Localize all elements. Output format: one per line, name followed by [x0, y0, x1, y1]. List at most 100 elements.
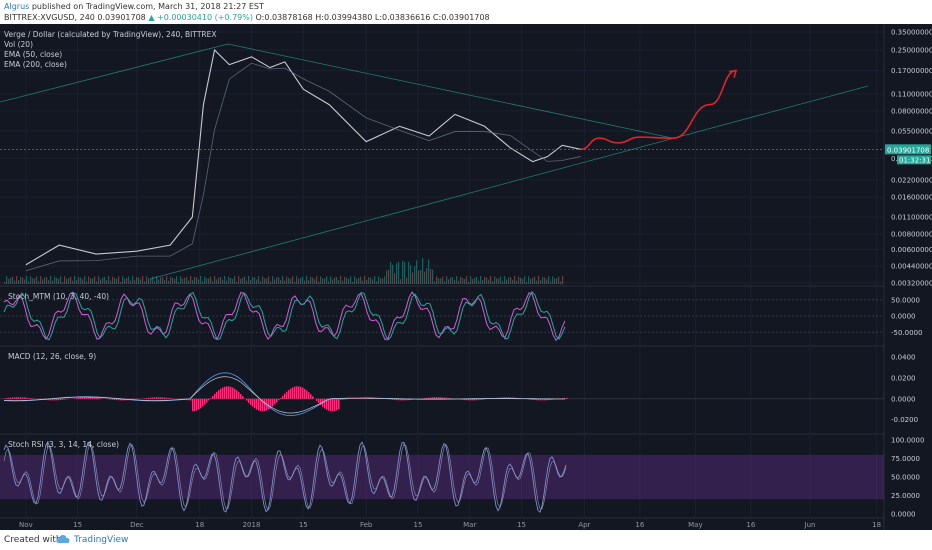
upper-trendline-right [227, 43, 673, 139]
macd-histogram-bar [506, 397, 508, 399]
volume-bar [428, 259, 430, 284]
volume-bar [504, 276, 506, 284]
macd-histogram-bar [56, 398, 58, 401]
macd-histogram-bar [168, 397, 170, 399]
volume-bar [246, 280, 248, 284]
volume-bar [408, 261, 410, 284]
volume-bar [320, 276, 322, 284]
volume-bar [90, 278, 92, 284]
volume-bar [258, 276, 260, 284]
volume-bar [412, 272, 414, 284]
macd-histogram-bar [400, 398, 402, 401]
macd-histogram-bar [92, 397, 94, 399]
volume-bar [180, 276, 182, 284]
volume-bar [538, 276, 540, 284]
volume-bar [156, 276, 158, 284]
price-badge-label: 0.03901708 [887, 146, 929, 154]
author-link[interactable]: Algrus [4, 2, 30, 11]
stoch-rsi-band [0, 454, 884, 500]
macd-histogram-bar [192, 398, 194, 412]
volume-bar [420, 269, 422, 284]
x-tick-label: Dec [130, 521, 144, 529]
price-tick-label: 0.01100000 [891, 213, 932, 221]
volume-bar [344, 276, 346, 284]
volume-bar [300, 277, 302, 284]
stoch-rsi-label: Stoch RSI (3, 3, 14, 14, close) [8, 440, 119, 449]
volume-bar [262, 276, 264, 284]
stoch-mtm-tick: 50.0000 [891, 296, 920, 304]
volume-bar [380, 278, 382, 284]
volume-bar [556, 278, 558, 284]
volume-bar [268, 276, 270, 284]
volume-bar [404, 262, 406, 284]
volume-bar [172, 277, 174, 284]
volume-bar [342, 280, 344, 284]
volume-bar [336, 277, 338, 284]
volume-bar [224, 276, 226, 284]
macd-histogram-bar [288, 389, 290, 399]
price-change: ▲ +0.00030410 (+0.79%) [148, 13, 253, 22]
volume-bar [56, 277, 58, 284]
stoch-rsi-tick: 0.0000 [891, 511, 916, 519]
chart-svg[interactable]: Nov 15 Dec 18 2018 15 Feb 15 Mar 15 Apr 16 May 16 Jun 1… [0, 24, 932, 530]
volume-bar [462, 277, 464, 284]
volume-bar [540, 280, 542, 284]
volume-bar [360, 276, 362, 284]
chart-area[interactable]: Nov 15 Dec 18 2018 15 Feb 15 Mar 15 Apr 16 May 16 Jun 1… [0, 24, 932, 530]
macd-histogram-bar [442, 397, 444, 399]
macd-histogram-bar [330, 398, 332, 412]
volume-bar [248, 276, 250, 284]
macd-histogram-bar [18, 397, 20, 399]
volume-bar [322, 278, 324, 284]
macd-histogram-bar [504, 397, 506, 399]
x-tick-label: Feb [360, 521, 373, 529]
macd-histogram-bar [4, 398, 6, 399]
volume-bar [508, 277, 510, 284]
volume-bar [292, 276, 294, 284]
macd-histogram-bar [536, 398, 538, 401]
volume-bar [378, 276, 380, 284]
volume-bar [110, 280, 112, 284]
volume-bar [62, 281, 64, 284]
macd-histogram-bar [550, 398, 552, 400]
volume-bar [396, 263, 398, 284]
price-tick-label: 0.00440000 [891, 262, 932, 270]
macd-tick: 0.0200 [891, 375, 916, 383]
volume-bar [52, 280, 54, 284]
macd-histogram-bar [226, 386, 228, 399]
volume-bar [266, 278, 268, 284]
volume-bar [450, 277, 452, 284]
volume-bar [536, 280, 538, 284]
volume-bar [340, 276, 342, 284]
macd-histogram-bar [534, 398, 536, 401]
symbol-info: BITTREX:XVGUSD, 240 0.03901708 [4, 13, 146, 22]
x-tick-label: Nov [19, 521, 33, 529]
volume-bar [260, 281, 262, 284]
volume-bar [230, 277, 232, 284]
volume-bar [192, 280, 194, 284]
macd-histogram-bar [482, 398, 484, 400]
volume-bar [34, 278, 36, 284]
volume-bar [400, 279, 402, 284]
volume-bar [358, 277, 360, 284]
volume-bar [392, 264, 394, 284]
volume-bar [510, 277, 512, 284]
macd-histogram-bar [306, 390, 308, 399]
volume-bar [346, 277, 348, 284]
x-tick-label: Mar [463, 521, 476, 529]
volume-bar [426, 268, 428, 284]
volume-bar [134, 280, 136, 284]
macd-histogram-bar [300, 386, 302, 399]
macd-histogram-bar [508, 397, 510, 399]
volume-bar [66, 278, 68, 284]
lower-trendline [149, 85, 869, 280]
macd-histogram-bar [404, 398, 406, 401]
macd-histogram-bar [478, 398, 480, 401]
macd-histogram-bar [502, 397, 504, 399]
volume-bar [94, 276, 96, 284]
volume-bar [120, 281, 122, 284]
volume-bar [124, 278, 126, 284]
volume-bar [494, 276, 496, 284]
tradingview-link[interactable]: TradingView [74, 535, 129, 545]
volume-bar [162, 277, 164, 284]
